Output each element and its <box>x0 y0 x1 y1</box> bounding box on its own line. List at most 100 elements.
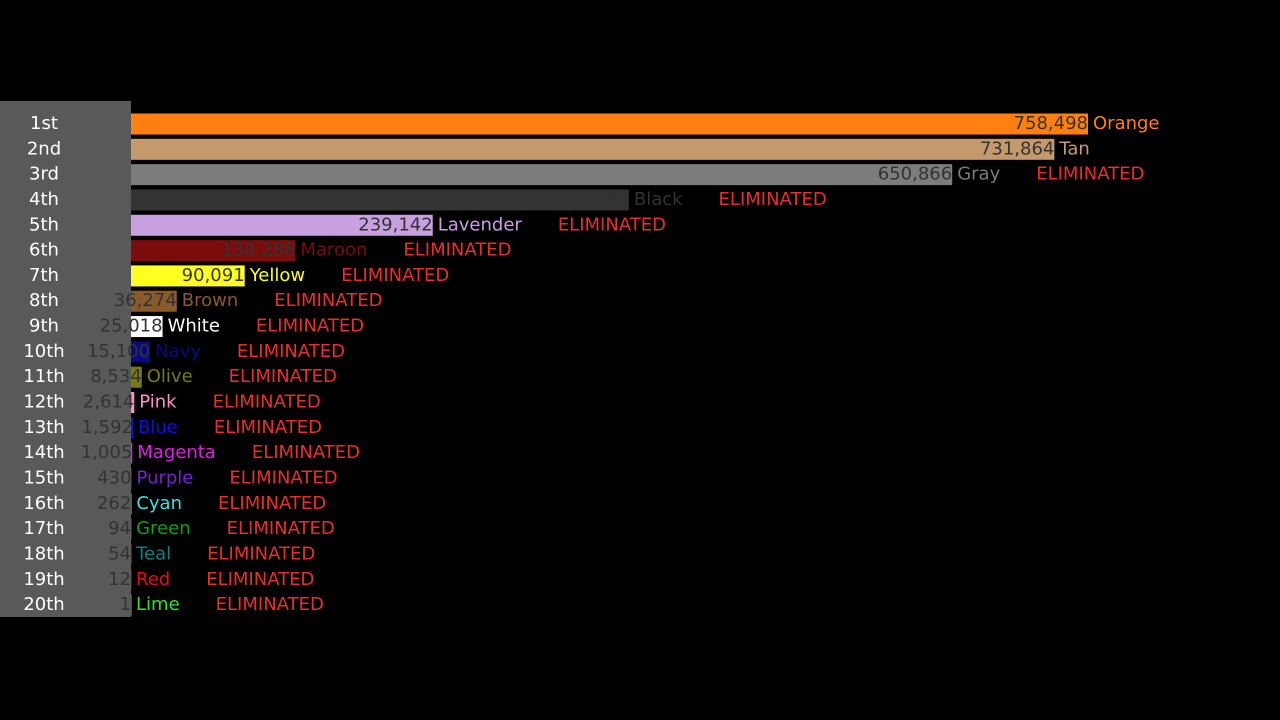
name-label: Cyan <box>136 493 182 514</box>
status-label: ELIMINATED <box>237 341 345 362</box>
rank-label: 18th <box>23 543 64 564</box>
value-label: 2,614 <box>83 392 135 413</box>
rank-label: 10th <box>23 341 64 362</box>
name-label: Orange <box>1093 113 1160 134</box>
name-label: Lime <box>136 594 180 615</box>
status-label: ELIMINATED <box>218 493 326 514</box>
bar <box>131 214 433 236</box>
bar <box>131 467 132 489</box>
rank-label: 17th <box>23 518 64 539</box>
name-label: Pink <box>139 392 177 413</box>
value-label: 1,592 <box>81 417 133 438</box>
name-label: Red <box>136 569 170 590</box>
rank-label: 3rd <box>29 164 59 185</box>
value-label: 12 <box>108 569 131 590</box>
bar <box>131 366 142 388</box>
value-label: 54 <box>108 543 131 564</box>
bar <box>131 518 132 540</box>
rank-label: 8th <box>29 290 59 311</box>
value-label: 15,100 <box>87 341 150 362</box>
name-label: Green <box>136 518 191 539</box>
rank-label: 14th <box>23 442 64 463</box>
rank-label: 5th <box>29 214 59 235</box>
bar <box>131 164 953 186</box>
value-label: 1 <box>120 594 131 615</box>
rank-panel <box>0 101 131 617</box>
bar <box>131 543 132 565</box>
name-label: Blue <box>138 417 178 438</box>
bar <box>131 442 133 464</box>
status-label: ELIMINATED <box>274 290 382 311</box>
bar <box>131 569 132 591</box>
status-label: ELIMINATED <box>207 543 315 564</box>
bar <box>131 493 132 515</box>
rank-label: 1st <box>30 113 58 134</box>
value-label: 262 <box>97 493 131 514</box>
status-label: ELIMINATED <box>214 417 322 438</box>
rank-label: 6th <box>29 240 59 261</box>
status-label: ELIMINATED <box>403 240 511 261</box>
rank-label: 13th <box>23 417 64 438</box>
bar <box>131 138 1055 160</box>
value-label: 731,864 <box>980 138 1054 159</box>
name-label: White <box>168 316 220 337</box>
rank-label: 19th <box>23 569 64 590</box>
status-label: ELIMINATED <box>229 467 337 488</box>
status-label: ELIMINATED <box>213 392 321 413</box>
name-label: Teal <box>135 543 171 564</box>
status-label: ELIMINATED <box>227 518 335 539</box>
value-label: 430 <box>97 467 131 488</box>
name-label: Lavender <box>438 214 523 235</box>
name-label: Brown <box>182 290 239 311</box>
name-label: Black <box>634 189 683 210</box>
rank-label: 4th <box>29 189 59 210</box>
rank-label: 2nd <box>27 138 61 159</box>
rank-label: 16th <box>23 493 64 514</box>
status-label: ELIMINATED <box>252 442 360 463</box>
value-label: 1,005 <box>81 442 133 463</box>
rank-label: 7th <box>29 265 59 286</box>
bar <box>131 594 132 616</box>
name-label: Gray <box>957 164 1000 185</box>
bar <box>131 316 163 338</box>
name-label: Purple <box>137 467 194 488</box>
status-label: ELIMINATED <box>341 265 449 286</box>
value-label: 25,018 <box>100 316 163 337</box>
value-label: 394,584 <box>554 189 628 210</box>
bar <box>131 417 134 439</box>
rank-label: 15th <box>23 467 64 488</box>
name-label: Yellow <box>249 265 305 286</box>
status-label: ELIMINATED <box>719 189 827 210</box>
value-label: 758,498 <box>1014 113 1088 134</box>
bar <box>131 113 1088 135</box>
name-label: Maroon <box>300 240 367 261</box>
value-label: 650,866 <box>878 164 952 185</box>
bar <box>131 240 296 262</box>
bar <box>131 265 245 287</box>
bar <box>131 392 135 414</box>
rank-label: 11th <box>23 366 64 387</box>
bar <box>131 341 151 363</box>
rank-label: 9th <box>29 316 59 337</box>
name-label: Magenta <box>137 442 216 463</box>
rank-label: 12th <box>23 392 64 413</box>
status-label: ELIMINATED <box>1036 164 1144 185</box>
bar <box>131 290 177 312</box>
status-label: ELIMINATED <box>558 214 666 235</box>
value-label: 8,534 <box>90 366 142 387</box>
name-label: Tan <box>1058 138 1089 159</box>
value-label: 239,142 <box>358 214 432 235</box>
value-label: 130,286 <box>221 240 295 261</box>
status-label: ELIMINATED <box>229 366 337 387</box>
name-label: Navy <box>155 341 201 362</box>
value-label: 90,091 <box>182 265 245 286</box>
rank-label: 20th <box>23 594 64 615</box>
status-label: ELIMINATED <box>256 316 364 337</box>
name-label: Olive <box>147 366 193 387</box>
status-label: ELIMINATED <box>206 569 314 590</box>
bar <box>131 189 629 211</box>
value-label: 94 <box>108 518 131 539</box>
value-label: 36,274 <box>114 290 177 311</box>
status-label: ELIMINATED <box>216 594 324 615</box>
